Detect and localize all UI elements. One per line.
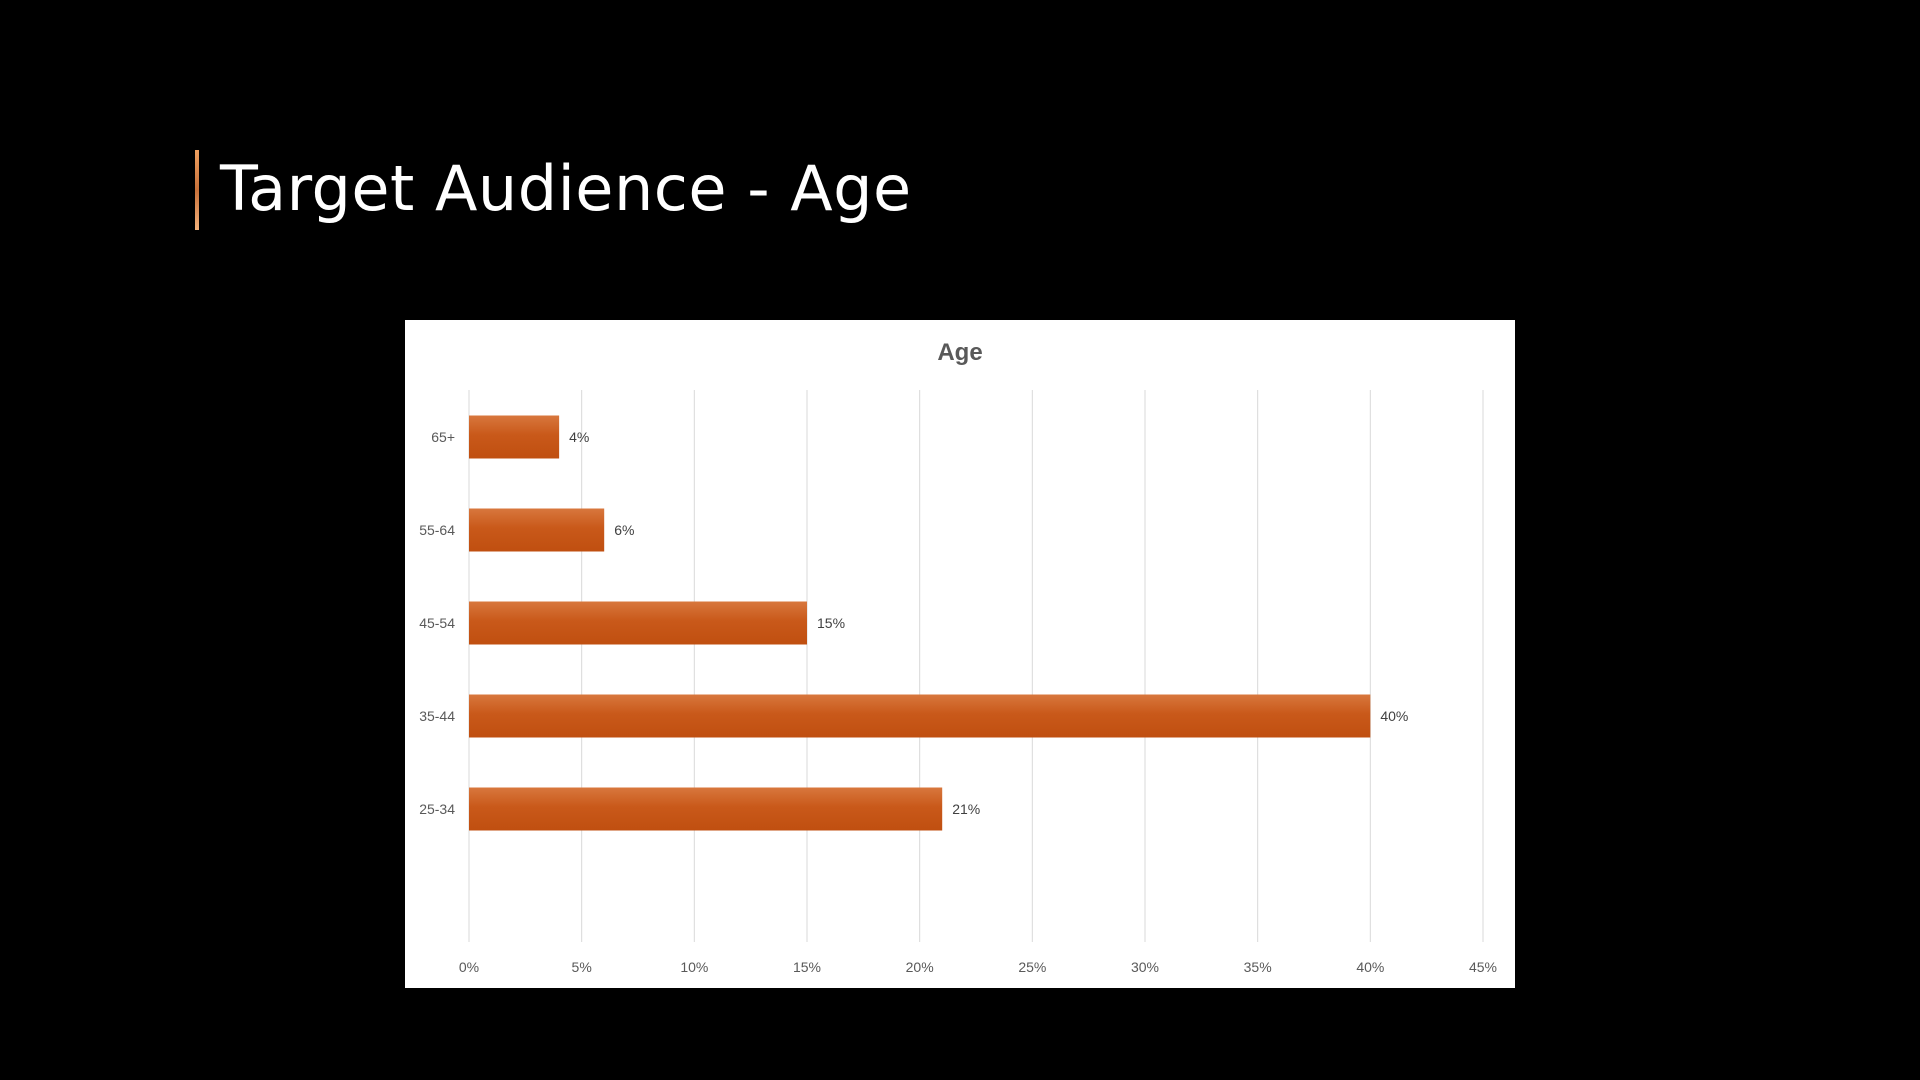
data-label: 15% [817, 615, 845, 631]
data-label: 4% [569, 429, 589, 445]
category-label: 35-44 [419, 708, 455, 724]
x-tick-label: 5% [572, 959, 592, 975]
data-label: 21% [952, 801, 980, 817]
title-accent-bar [195, 150, 199, 230]
bar-45-54 [469, 601, 807, 645]
x-tick-label: 30% [1131, 959, 1159, 975]
slide-title: Target Audience - Age [220, 152, 912, 225]
data-label: 40% [1380, 708, 1408, 724]
bar-55-64 [469, 508, 605, 552]
x-tick-label: 0% [459, 959, 479, 975]
bar-25-34 [469, 787, 943, 831]
x-tick-label: 45% [1469, 959, 1497, 975]
x-tick-label: 25% [1018, 959, 1046, 975]
data-label: 6% [614, 522, 634, 538]
chart-panel: Age 0% 5% 10% 15% 20% 25% 30% 35% 40% 45% 65+ 4% 55-… [405, 320, 1515, 988]
bar-65+ [469, 415, 560, 459]
bar-35-44 [469, 694, 1371, 738]
age-bar-chart: Age 0% 5% 10% 15% 20% 25% 30% 35% 40% 45% 65+ 4% 55-… [419, 339, 1497, 975]
category-label: 45-54 [419, 615, 455, 631]
x-tick-label: 10% [680, 959, 708, 975]
category-label: 65+ [431, 429, 455, 445]
chart-title: Age [937, 339, 982, 366]
x-tick-label: 35% [1244, 959, 1272, 975]
x-tick-label: 20% [906, 959, 934, 975]
category-label: 55-64 [419, 522, 455, 538]
category-label: 25-34 [419, 801, 455, 817]
x-tick-label: 40% [1356, 959, 1384, 975]
x-tick-label: 15% [793, 959, 821, 975]
